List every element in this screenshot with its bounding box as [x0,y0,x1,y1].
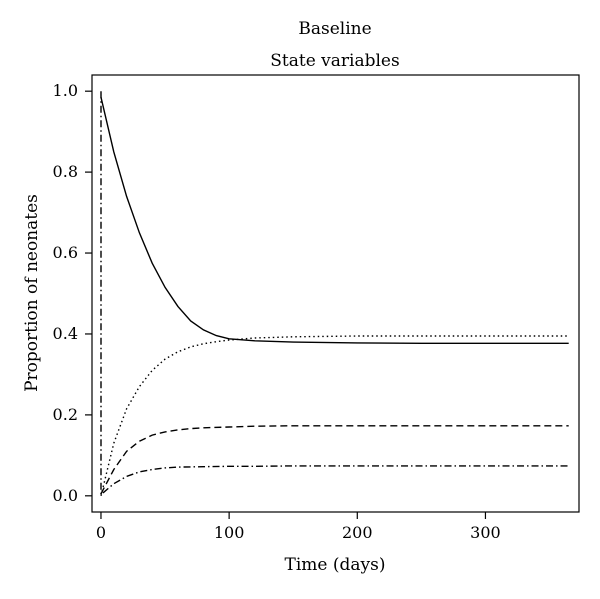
series-line-dashdot [100,91,569,497]
series-line-dotted [100,335,569,496]
x-tick-label: 300 [470,523,501,542]
x-axis-label: Time (days) [285,555,386,575]
chart-subtitle: State variables [270,51,399,71]
series-line-solid [100,97,569,344]
y-tick-label: 1.0 [53,81,78,100]
series-line-dashed [100,425,569,495]
y-axis: 0.0 0.2 0.4 0.6 0.8 1.0 [53,81,92,505]
series-layer [100,91,569,497]
y-tick-label: 0.6 [53,243,78,262]
x-tick-label: 100 [214,523,245,542]
y-tick-label: 0.2 [53,405,78,424]
plot-frame [91,74,580,513]
x-tick-label: 200 [342,523,373,542]
y-tick-label: 0.4 [53,324,78,343]
y-tick-label: 0.8 [53,162,78,181]
x-tick-label: 0 [96,523,106,542]
x-axis: 0 100 200 300 [96,512,501,542]
chart-title: Baseline [298,19,371,39]
y-axis-label: Proportion of neonates [22,194,42,392]
y-tick-label: 0.0 [53,486,78,505]
